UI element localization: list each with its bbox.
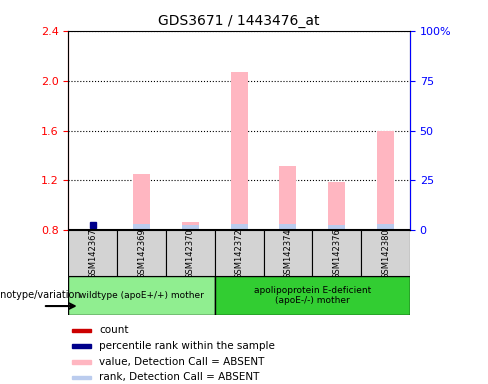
Bar bbox=[166, 230, 215, 276]
Bar bbox=[312, 230, 361, 276]
Text: count: count bbox=[99, 326, 128, 336]
Text: GSM142367: GSM142367 bbox=[88, 228, 97, 279]
Bar bbox=[72, 376, 91, 379]
Bar bbox=[361, 230, 410, 276]
Bar bbox=[72, 344, 91, 348]
Bar bbox=[72, 360, 91, 364]
Text: GSM142376: GSM142376 bbox=[332, 228, 341, 279]
Bar bbox=[279, 223, 297, 230]
Bar bbox=[230, 223, 248, 230]
Bar bbox=[182, 222, 199, 230]
Bar bbox=[377, 223, 394, 230]
Bar bbox=[68, 230, 117, 276]
Bar bbox=[215, 230, 264, 276]
Bar bbox=[215, 276, 410, 315]
Text: GSM142380: GSM142380 bbox=[381, 228, 390, 279]
Bar bbox=[328, 225, 345, 230]
Text: GSM142369: GSM142369 bbox=[137, 228, 146, 279]
Bar bbox=[377, 131, 394, 230]
Text: percentile rank within the sample: percentile rank within the sample bbox=[99, 341, 275, 351]
Bar bbox=[279, 166, 297, 230]
Text: GSM142374: GSM142374 bbox=[284, 228, 292, 279]
Bar bbox=[133, 223, 150, 230]
Bar bbox=[328, 182, 345, 230]
Bar bbox=[230, 72, 248, 230]
Bar bbox=[117, 230, 166, 276]
Bar bbox=[133, 174, 150, 230]
Text: wildtype (apoE+/+) mother: wildtype (apoE+/+) mother bbox=[79, 291, 204, 300]
Text: apolipoprotein E-deficient
(apoE-/-) mother: apolipoprotein E-deficient (apoE-/-) mot… bbox=[254, 286, 371, 305]
Text: GSM142370: GSM142370 bbox=[186, 228, 195, 279]
Bar bbox=[182, 225, 199, 230]
Bar bbox=[264, 230, 312, 276]
Bar bbox=[72, 329, 91, 333]
Title: GDS3671 / 1443476_at: GDS3671 / 1443476_at bbox=[159, 14, 320, 28]
Text: value, Detection Call = ABSENT: value, Detection Call = ABSENT bbox=[99, 357, 264, 367]
Text: rank, Detection Call = ABSENT: rank, Detection Call = ABSENT bbox=[99, 372, 260, 382]
Text: GSM142372: GSM142372 bbox=[235, 228, 244, 279]
Text: genotype/variation: genotype/variation bbox=[0, 290, 81, 301]
Bar bbox=[68, 276, 215, 315]
